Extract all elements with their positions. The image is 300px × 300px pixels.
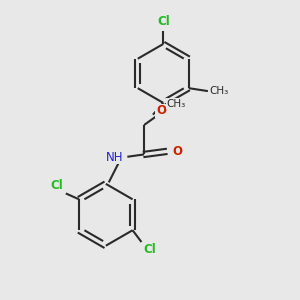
Text: CH₃: CH₃ bbox=[209, 86, 229, 96]
Text: Cl: Cl bbox=[143, 244, 156, 256]
Text: Cl: Cl bbox=[51, 179, 64, 192]
Text: CH₃: CH₃ bbox=[166, 99, 185, 109]
Text: NH: NH bbox=[105, 151, 123, 164]
Text: Cl: Cl bbox=[157, 15, 169, 28]
Text: O: O bbox=[156, 104, 166, 118]
Text: O: O bbox=[172, 145, 182, 158]
